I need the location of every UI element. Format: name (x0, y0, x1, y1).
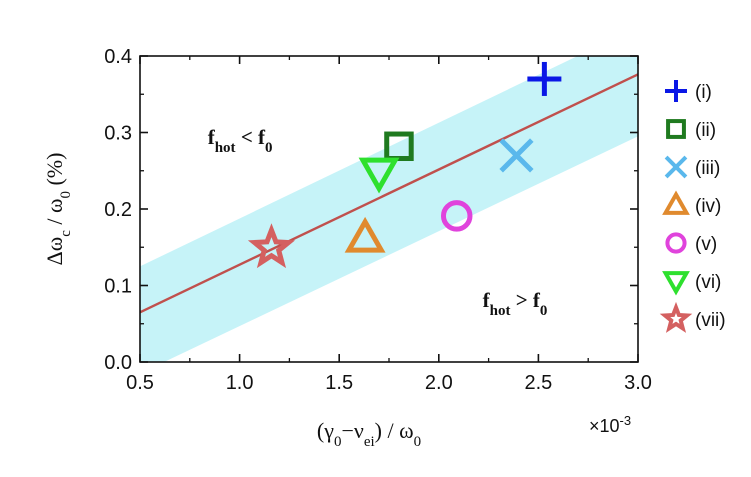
region-annotation: fhot < f0 (208, 125, 273, 156)
legend-item: (vii) (659, 301, 726, 333)
legend-item: (iii) (664, 155, 720, 179)
y-tick-label: 0.2 (104, 199, 132, 221)
legend-label: (ii) (695, 120, 716, 141)
x-tick-label: 3.0 (624, 372, 652, 394)
data-point-triangle-up (344, 216, 386, 253)
legend-label: (vi) (695, 272, 721, 293)
data-markers (247, 61, 562, 269)
region-annotation: fhot > f0 (483, 288, 548, 319)
x-tick-label: 2.0 (425, 372, 453, 394)
band-area (140, 56, 638, 362)
fit-line (140, 73, 638, 314)
uncertainty-band (140, 56, 638, 362)
y-tick-label: 0.4 (104, 46, 132, 68)
x-axis-multiplier: ×10-3 (589, 413, 631, 437)
y-axis-title: Δωc / ω0 (%) (42, 153, 74, 266)
legend-item: (v) (665, 232, 717, 255)
region-annotations: fhot < f0 fhot > f0 (208, 125, 548, 319)
data-point-star (247, 223, 296, 269)
data-point-circle (440, 200, 473, 232)
y-tick-label: 0.3 (104, 123, 132, 145)
data-point-plus (527, 61, 562, 96)
legend: (i) (ii) (iii) (iv) (v) (vi) (vii) (659, 80, 726, 333)
x-tick-label: 0.5 (126, 372, 154, 394)
legend-label: (iii) (695, 158, 720, 179)
y-tick-label: 0.1 (104, 276, 132, 298)
legend-item: (ii) (666, 119, 716, 141)
data-point-triangle-down (358, 157, 400, 194)
legend-item: (vi) (662, 271, 721, 296)
x-tick-label: 1.0 (226, 372, 254, 394)
legend-item: (iv) (662, 190, 721, 217)
legend-label: (vii) (695, 310, 726, 331)
fit-line-layer (140, 73, 638, 314)
x-tick-label: 1.5 (325, 372, 353, 394)
y-tick-label: 0.0 (104, 352, 132, 374)
legend-item: (i) (665, 80, 712, 103)
data-point-x (499, 138, 534, 173)
x-axis-title: (γ0−νei) / ω0 (317, 418, 421, 450)
legend-label: (v) (695, 234, 717, 255)
x-tick-label: 2.5 (524, 372, 552, 394)
legend-label: (iv) (695, 196, 721, 217)
legend-label: (i) (695, 82, 712, 103)
axis-ticks: 0.5 1.0 1.5 2.0 2.5 3.0 0.0 0.1 0.2 0.3 0.4 (104, 46, 652, 394)
